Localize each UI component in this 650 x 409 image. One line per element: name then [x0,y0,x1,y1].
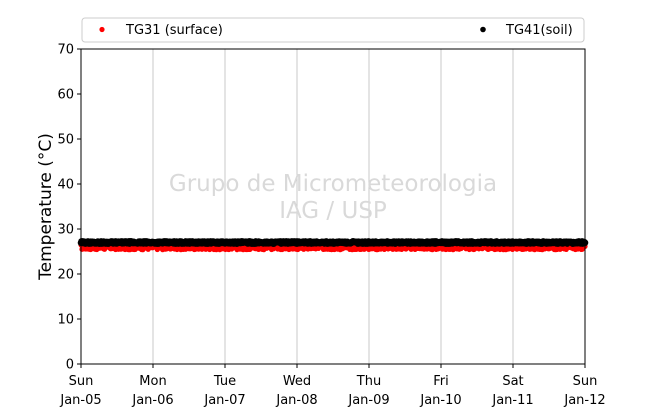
legend-marker-red [99,26,105,33]
x-tick-date: Jan-07 [203,393,245,408]
legend-marker-black [480,26,486,33]
x-axis: Sun Jan-05 Mon Jan-06 Tue Jan-07 Wed Jan-08 Thu J… [59,364,606,408]
x-tick-date: Jan-05 [59,393,101,408]
x-tick-day: Tue [213,374,236,389]
legend-label-tg41: TG41(soil) [505,23,573,38]
y-tick-label: 0 [66,358,74,373]
x-tick-day: Mon [139,374,166,389]
y-tick-label: 10 [57,313,74,328]
x-tick-day: Fri [433,374,449,389]
x-tick-day: Wed [283,374,311,389]
y-axis: 0 10 20 30 40 50 60 70 [57,43,81,373]
y-tick-label: 50 [57,133,74,148]
x-tick-date: Jan-06 [131,393,173,408]
legend-label-tg31: TG31 (surface) [125,23,223,38]
x-tick-day: Sun [69,374,94,389]
x-tick-date: Jan-08 [275,393,317,408]
series-tg41-soil [77,238,589,247]
watermark-line: IAG / USP [279,198,387,224]
plot-frame [80,48,586,365]
y-tick-label: 60 [57,88,74,103]
y-tick-label: 70 [57,43,74,58]
gridlines [152,49,514,364]
x-tick-date: Jan-10 [419,393,461,408]
y-tick-label: 40 [57,178,74,193]
watermark-line: Grupo de Micrometeorologia [169,171,497,197]
x-tick-day: Sat [502,374,523,389]
x-tick-day: Sun [573,374,598,389]
x-tick-date: Jan-11 [491,393,533,408]
y-tick-label: 30 [57,223,74,238]
legend: TG31 (surface) TG41(soil) [81,17,585,43]
x-tick-day: Thu [356,374,381,389]
x-tick-date: Jan-09 [347,393,389,408]
x-tick-date: Jan-12 [563,393,605,408]
legend-frame [81,17,585,43]
y-tick-label: 20 [57,268,74,283]
y-axis-label: Temperature (°C) [36,133,56,281]
